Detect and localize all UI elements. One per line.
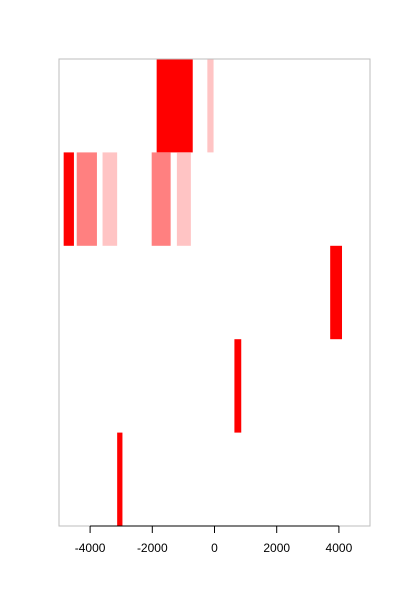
plot-frame	[58, 58, 371, 527]
x-tick-label: -2000	[137, 541, 168, 555]
bar-row1-0	[156, 59, 193, 153]
x-tick-label: 0	[211, 541, 218, 555]
x-tick-label: 4000	[326, 541, 353, 555]
x-tick-label: -4000	[75, 541, 106, 555]
x-tick-label: 2000	[263, 541, 290, 555]
bar-row2-6	[176, 152, 191, 246]
x-axis: -4000 -2000 0 2000 4000	[75, 525, 353, 555]
bar-row2-4	[102, 152, 118, 246]
chart-bars	[63, 59, 343, 526]
bar-row2-3	[76, 152, 97, 246]
bar-row1-1	[207, 59, 214, 153]
bar-row5-9	[117, 432, 123, 526]
bar-row2-2	[63, 152, 74, 246]
bar-row3-7	[330, 245, 343, 340]
bar-row2-5	[151, 152, 171, 246]
bar-row4-8	[234, 339, 242, 433]
